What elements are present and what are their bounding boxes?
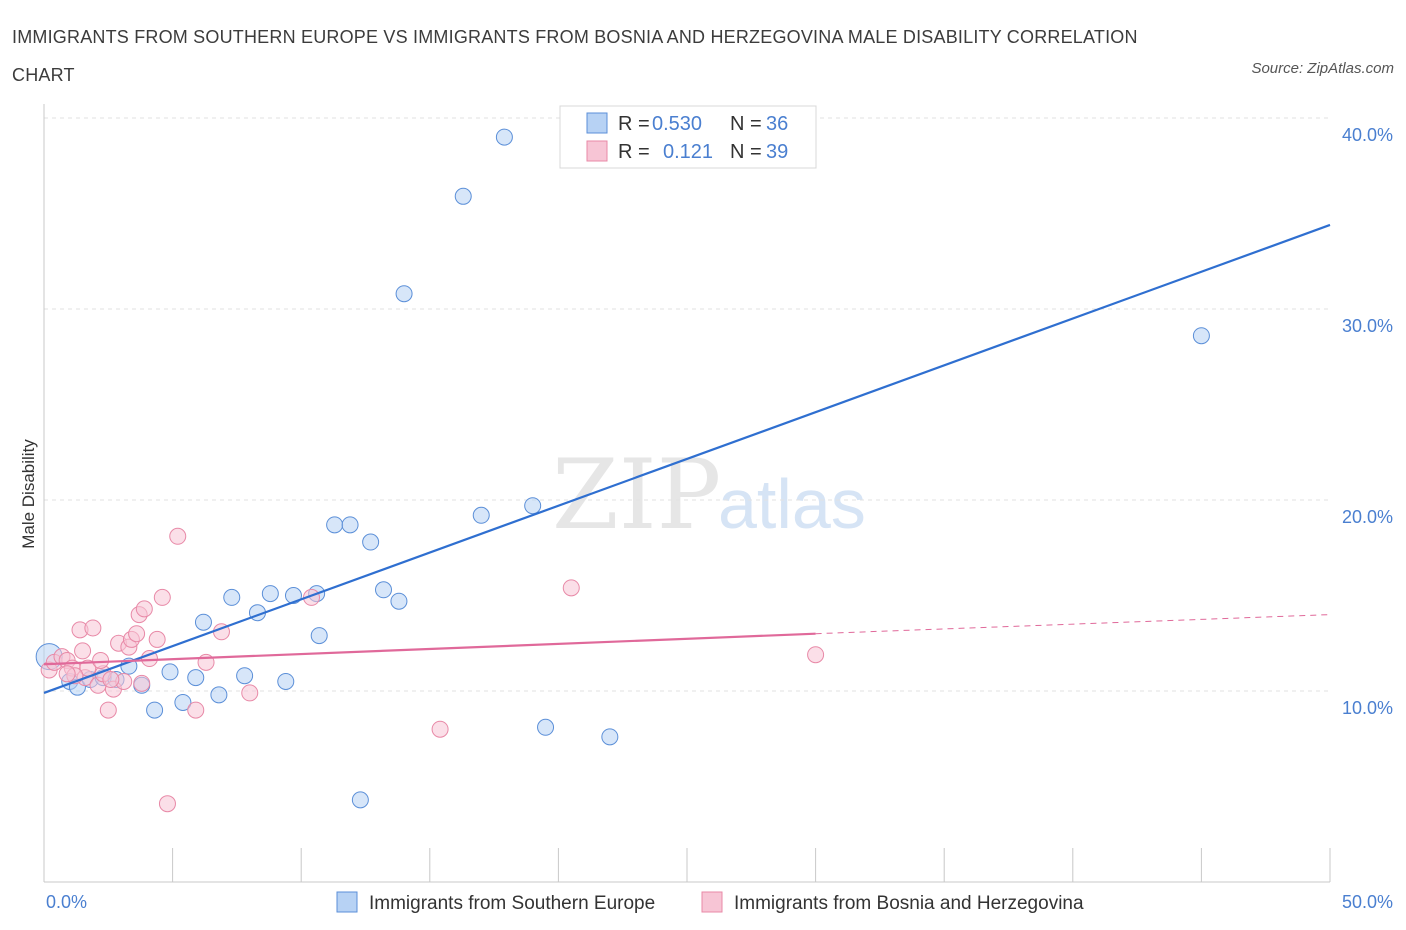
y-tick-label: 30.0% [1342, 316, 1393, 336]
x-tick-label: 0.0% [46, 892, 87, 912]
y-tick-labels: 10.0% 20.0% 30.0% 40.0% [1342, 125, 1393, 718]
x-tick-label: 50.0% [1342, 892, 1393, 912]
data-point-bosnia-herzegovina [807, 646, 825, 664]
data-point-southern-europe [495, 128, 513, 146]
data-point-bosnia-herzegovina [99, 701, 117, 719]
data-point-southern-europe [146, 701, 164, 719]
data-point-southern-europe [472, 506, 490, 524]
stats-n-value-2: 39 [766, 141, 788, 163]
data-point-southern-europe [120, 657, 138, 675]
stats-r-value-2: 0.121 [663, 141, 713, 163]
data-point-southern-europe [277, 672, 295, 690]
data-point-southern-europe [174, 693, 192, 711]
data-point-bosnia-herzegovina [148, 630, 166, 648]
legend-swatch-bosnia-herzegovina [701, 891, 723, 913]
y-tick-label: 10.0% [1342, 698, 1393, 718]
stats-n-label-2: N = [730, 141, 762, 163]
data-point-bosnia-herzegovina [92, 651, 110, 669]
data-point-bosnia-herzegovina [135, 600, 153, 618]
data-point-bosnia-herzegovina [158, 795, 176, 813]
series-bosnia-herzegovina-points [40, 527, 825, 813]
data-point-bosnia-herzegovina [241, 684, 259, 702]
data-point-bosnia-herzegovina [58, 665, 76, 683]
data-point-bosnia-herzegovina [102, 671, 120, 689]
legend-swatch-southern-europe [336, 891, 358, 913]
data-point-southern-europe [236, 667, 254, 685]
data-point-southern-europe [161, 663, 179, 681]
axes [43, 104, 1331, 883]
legend-label-bosnia-herzegovina: Immigrants from Bosnia and Herzegovina [734, 893, 1084, 914]
data-point-southern-europe [261, 585, 279, 603]
stats-r-label-2: R = [618, 141, 650, 163]
data-point-southern-europe [194, 613, 212, 631]
data-point-southern-europe [362, 533, 380, 551]
stats-n-value-1: 36 [766, 113, 788, 135]
stats-r-label-1: R = [618, 113, 650, 135]
trend-line-bosnia-herzegovina-extension [815, 614, 1331, 635]
x-tick-labels: 0.0% 50.0% [46, 892, 1393, 912]
trend-line-southern-europe [43, 223, 1331, 694]
data-point-bosnia-herzegovina [84, 619, 102, 637]
legend-label-southern-europe: Immigrants from Southern Europe [369, 893, 655, 914]
trend-line-bosnia-herzegovina [43, 632, 816, 666]
y-tick-label: 40.0% [1342, 125, 1393, 145]
data-point-southern-europe [351, 791, 369, 809]
grid-lines [44, 117, 1330, 692]
stats-n-label-1: N = [730, 113, 762, 135]
y-axis-label: Male Disability [19, 439, 38, 549]
source-credit: Source: ZipAtlas.com [1251, 60, 1394, 77]
data-point-southern-europe [187, 669, 205, 687]
stats-swatch-blue [586, 112, 608, 134]
data-point-southern-europe [341, 516, 359, 534]
stats-box: R = 0.530 N = 36 R = 0.121 N = 39 [559, 105, 817, 169]
data-point-southern-europe [210, 686, 228, 704]
data-point-bosnia-herzegovina [169, 527, 187, 545]
data-point-southern-europe [326, 516, 344, 534]
data-point-bosnia-herzegovina [562, 579, 580, 597]
data-point-southern-europe [310, 627, 328, 645]
y-tick-label: 20.0% [1342, 507, 1393, 527]
data-point-southern-europe [390, 592, 408, 610]
data-point-bosnia-herzegovina [187, 701, 205, 719]
legend: Immigrants from Southern Europe Immigran… [336, 891, 1084, 914]
data-point-southern-europe [454, 187, 472, 205]
stats-r-value-1: 0.530 [652, 113, 702, 135]
watermark: ZIP atlas [552, 439, 866, 551]
data-point-bosnia-herzegovina [153, 588, 171, 606]
stats-swatch-pink [586, 140, 608, 162]
data-point-bosnia-herzegovina [128, 625, 146, 643]
data-point-bosnia-herzegovina [74, 642, 92, 660]
data-point-bosnia-herzegovina [431, 720, 449, 738]
data-point-southern-europe [223, 588, 241, 606]
chart-title: IMMIGRANTS FROM SOUTHERN EUROPE VS IMMIG… [12, 27, 1138, 85]
trend-lines [43, 223, 1331, 694]
data-point-southern-europe [601, 728, 619, 746]
data-point-southern-europe [537, 718, 555, 736]
data-point-southern-europe [524, 497, 542, 515]
data-point-southern-europe [1192, 327, 1210, 345]
data-point-southern-europe [395, 285, 413, 303]
data-point-southern-europe [284, 587, 302, 604]
data-point-southern-europe [375, 581, 393, 599]
data-point-bosnia-herzegovina [133, 674, 151, 692]
watermark-atlas: atlas [718, 465, 866, 543]
